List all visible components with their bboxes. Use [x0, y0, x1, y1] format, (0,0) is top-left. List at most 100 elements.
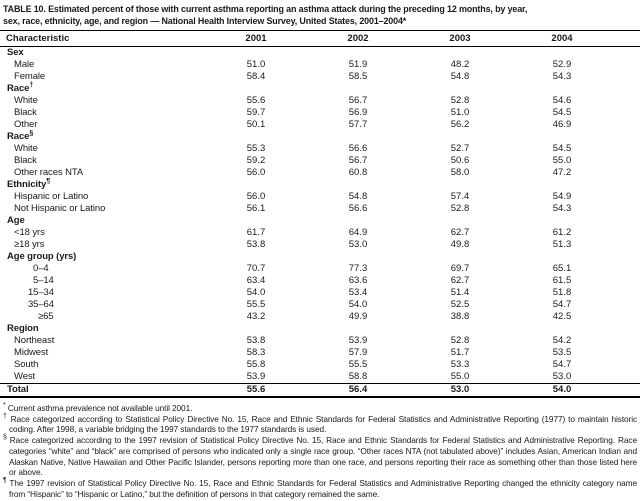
row-label: Black: [14, 107, 37, 118]
row-value: 51.7: [450, 347, 470, 358]
table-row: Black 59.2 56.7 50.6 55.0: [0, 155, 640, 167]
row-label: ≥65: [38, 311, 54, 322]
table-row: South 55.8 55.5 53.3 54.7: [0, 359, 640, 371]
row-label: Female: [14, 71, 46, 82]
row-value: 52.8: [450, 203, 470, 214]
row-value: 51.9: [348, 59, 368, 70]
footnote-marker: §: [29, 129, 34, 137]
row-value: 56.9: [348, 107, 368, 118]
row-label: 35–64: [28, 299, 54, 310]
footnote-marker: ¶: [3, 477, 7, 485]
row-value: 54.3: [552, 71, 572, 82]
table-row: Sex: [0, 47, 640, 59]
row-label: Age group (yrs): [7, 251, 77, 262]
row-label: <18 yrs: [14, 227, 45, 238]
row-value: 56.7: [348, 155, 368, 166]
row-value: 54.8: [450, 71, 470, 82]
table-title-line1: TABLE 10. Estimated percent of those wit…: [3, 4, 528, 15]
row-label: Midwest: [14, 347, 49, 358]
row-value: 59.2: [246, 155, 266, 166]
row-value: 77.3: [348, 263, 368, 274]
table-row: 5–14 63.4 63.6 62.7 61.5: [0, 275, 640, 287]
row-value: 69.7: [450, 263, 470, 274]
table-body: Sex Male 51.0 51.9 48.2 52.9 Female 58.4 58.5 54.…: [0, 47, 640, 398]
footnote-marker: †: [3, 412, 8, 420]
row-value: 53.5: [552, 347, 572, 358]
row-value: 55.5: [246, 299, 266, 310]
table-row: Female 58.4 58.5 54.8 54.3: [0, 71, 640, 83]
row-label: Ethnicity¶: [7, 177, 51, 190]
row-value: 55.0: [450, 371, 470, 382]
row-label: Age: [7, 215, 25, 226]
table-title: TABLE 10. Estimated percent of those wit…: [0, 0, 640, 31]
row-value: 63.6: [348, 275, 368, 286]
row-value: 54.0: [246, 287, 266, 298]
row-value: 54.0: [552, 384, 572, 395]
row-value: 54.2: [552, 335, 572, 346]
row-value: 59.7: [246, 107, 266, 118]
row-value: 53.9: [348, 335, 368, 346]
row-value: 64.9: [348, 227, 368, 238]
row-value: 55.0: [552, 155, 572, 166]
footnote: † Race categorized according to Statisti…: [3, 412, 637, 435]
row-label: Northeast: [14, 335, 55, 346]
row-label: Sex: [7, 47, 24, 58]
column-header-2003: 2003: [449, 33, 471, 44]
row-value: 51.8: [552, 287, 572, 298]
footnote-marker: §: [3, 434, 7, 442]
row-label: White: [14, 143, 38, 154]
table-title-line2: sex, race, ethnicity, age, and region — …: [3, 16, 407, 27]
table-row: West 53.9 58.8 55.0 53.0: [0, 371, 640, 383]
table-row: Region: [0, 323, 640, 335]
row-value: 61.7: [246, 227, 266, 238]
table-row: 35–64 55.5 54.0 52.5 54.7: [0, 299, 640, 311]
row-value: 63.4: [246, 275, 266, 286]
row-value: 49.8: [450, 239, 470, 250]
table-row: Not Hispanic or Latino 56.1 56.6 52.8 54.3: [0, 203, 640, 215]
row-value: 54.3: [552, 203, 572, 214]
row-value: 54.5: [552, 143, 572, 154]
table-row: Black 59.7 56.9 51.0 54.5: [0, 107, 640, 119]
row-value: 56.4: [348, 384, 368, 395]
table-row: Ethnicity¶: [0, 177, 640, 191]
row-value: 51.4: [450, 287, 470, 298]
row-value: 49.9: [348, 311, 368, 322]
table-row: Midwest 58.3 57.9 51.7 53.5: [0, 347, 640, 359]
row-value: 53.8: [246, 239, 266, 250]
table-row: ≥18 yrs 53.8 53.0 49.8 51.3: [0, 239, 640, 251]
row-value: 58.5: [348, 71, 368, 82]
table-row: 0–4 70.7 77.3 69.7 65.1: [0, 263, 640, 275]
row-value: 56.1: [246, 203, 266, 214]
row-label: ≥18 yrs: [14, 239, 45, 250]
row-value: 53.4: [348, 287, 368, 298]
row-label: Hispanic or Latino: [14, 191, 89, 202]
table-row: <18 yrs 61.7 64.9 62.7 61.2: [0, 227, 640, 239]
row-value: 55.6: [246, 384, 266, 395]
row-label: Male: [14, 59, 35, 70]
row-value: 54.9: [552, 191, 572, 202]
row-value: 55.6: [246, 95, 266, 106]
row-value: 53.0: [348, 239, 368, 250]
row-label: 5–14: [33, 275, 54, 286]
footnote: ¶ The 1997 revision of Statistical Polic…: [3, 477, 637, 499]
row-label: Not Hispanic or Latino: [14, 203, 106, 214]
row-value: 60.8: [348, 167, 368, 178]
row-value: 38.8: [450, 311, 470, 322]
table-row: Male 51.0 51.9 48.2 52.9: [0, 59, 640, 71]
row-value: 52.7: [450, 143, 470, 154]
row-value: 42.5: [552, 311, 572, 322]
row-value: 53.8: [246, 335, 266, 346]
row-value: 70.7: [246, 263, 266, 274]
column-header-2002: 2002: [347, 33, 369, 44]
row-value: 56.6: [348, 203, 368, 214]
row-value: 53.9: [246, 371, 266, 382]
table-row: Race†: [0, 82, 640, 95]
table-row: Age group (yrs): [0, 251, 640, 263]
row-value: 61.5: [552, 275, 572, 286]
row-value: 58.3: [246, 347, 266, 358]
row-value: 56.0: [246, 167, 266, 178]
row-value: 54.8: [348, 191, 368, 202]
row-value: 47.2: [552, 167, 572, 178]
row-label: Region: [7, 323, 39, 334]
